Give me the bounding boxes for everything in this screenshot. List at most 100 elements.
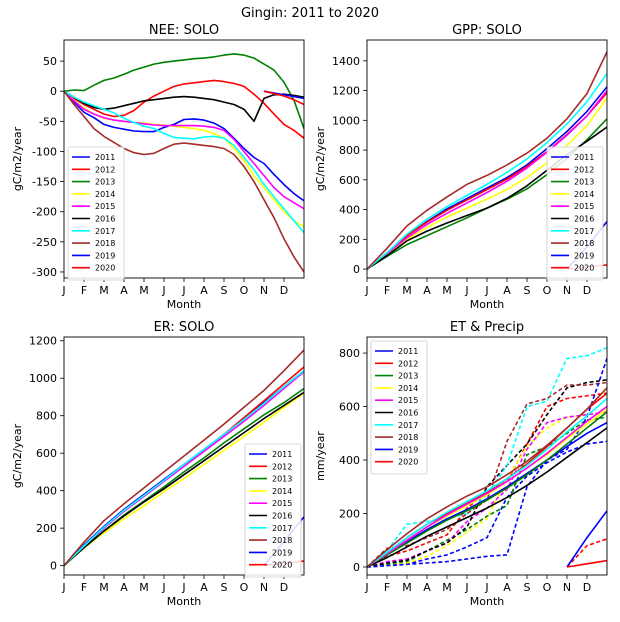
x-axis-label: Month <box>167 298 202 311</box>
y-tick-label: 400 <box>339 204 360 217</box>
legend-label-2016: 2016 <box>272 512 292 521</box>
y-tick-label: 200 <box>339 507 360 520</box>
legend-label-2016: 2016 <box>574 215 594 224</box>
chart-title: GPP: SOLO <box>452 23 522 38</box>
precip-line-2020 <box>566 538 607 568</box>
x-tick-label: M <box>442 581 452 594</box>
y-tick-label: 200 <box>339 233 360 246</box>
y-tick-label: 0 <box>50 560 57 573</box>
legend-label-2012: 2012 <box>574 165 594 174</box>
legend-label-2018: 2018 <box>398 433 418 442</box>
x-axis-label: Month <box>167 595 202 608</box>
legend-label-2013: 2013 <box>574 178 594 187</box>
y-tick-label: -250 <box>32 236 57 249</box>
x-tick-label: M <box>402 284 412 297</box>
legend-label-2012: 2012 <box>95 165 115 174</box>
legend-label-2012: 2012 <box>398 359 418 368</box>
plot-lines <box>367 346 607 568</box>
y-tick-label: 1000 <box>332 114 360 127</box>
x-tick-label: N <box>260 581 268 594</box>
legend-label-2014: 2014 <box>574 190 594 199</box>
x-tick-label: O <box>240 581 249 594</box>
series-line-2013 <box>367 411 607 568</box>
legend-label-2018: 2018 <box>574 239 594 248</box>
x-tick-label: F <box>384 284 390 297</box>
legend-label-2014: 2014 <box>398 384 418 393</box>
x-tick-label: A <box>200 581 208 594</box>
legend-label-2014: 2014 <box>95 190 115 199</box>
series-line-2017 <box>367 73 607 270</box>
legend: 2011 2012 2013 2014 2015 2016 2017 2018 2019 2020 <box>67 146 125 281</box>
legend-label-2013: 2013 <box>272 475 292 484</box>
series-line-2017 <box>367 397 607 568</box>
legend-label-2013: 2013 <box>95 178 115 187</box>
x-tick-label: A <box>423 581 431 594</box>
legend-label-2015: 2015 <box>95 202 115 211</box>
y-tick-label: -300 <box>32 266 57 279</box>
figure-title: Gingin: 2011 to 2020 <box>240 6 380 21</box>
x-tick-label: O <box>543 581 552 594</box>
precip-line-2019 <box>367 358 607 568</box>
legend-label-2018: 2018 <box>95 239 115 248</box>
y-tick-label: -100 <box>32 145 57 158</box>
chart-title: ET & Precip <box>450 320 524 335</box>
precip-line-2016 <box>367 379 607 568</box>
legend-box <box>67 146 125 281</box>
chart-title: ER: SOLO <box>154 320 215 335</box>
legend-label-2016: 2016 <box>398 409 418 418</box>
y-tick-label: -200 <box>32 206 57 219</box>
legend-label-2011: 2011 <box>95 153 115 162</box>
x-tick-label: A <box>503 284 511 297</box>
x-tick-label: M <box>99 284 109 297</box>
x-tick-label: J <box>161 581 165 594</box>
series-line-2017 <box>64 90 304 234</box>
series-line-2016 <box>64 391 304 567</box>
y-tick-label: 1200 <box>332 85 360 98</box>
legend-box <box>370 340 428 475</box>
x-tick-label: J <box>161 284 165 297</box>
x-tick-label: J <box>364 284 368 297</box>
series-line-2014 <box>64 392 304 567</box>
legend: 2011 2012 2013 2014 2015 2016 2017 2018 2019 2020 <box>370 340 428 475</box>
legend-label-2011: 2011 <box>398 347 418 356</box>
series-line-2015 <box>64 90 304 210</box>
legend-label-2017: 2017 <box>272 524 292 533</box>
x-tick-label: M <box>99 581 109 594</box>
legend-label-2014: 2014 <box>272 487 292 496</box>
y-tick-label: 800 <box>36 410 57 423</box>
legend-label-2011: 2011 <box>272 450 292 459</box>
y-axis-label: mm/year <box>314 431 327 481</box>
x-tick-label: J <box>181 581 185 594</box>
legend-box <box>546 146 604 281</box>
legend-label-2020: 2020 <box>95 264 115 273</box>
legend-label-2020: 2020 <box>574 264 594 273</box>
precip-line-2017 <box>367 346 607 568</box>
x-tick-label: O <box>543 284 552 297</box>
x-tick-label: J <box>61 581 65 594</box>
x-tick-label: A <box>120 284 128 297</box>
y-tick-label: 800 <box>339 144 360 157</box>
x-tick-label: M <box>402 581 412 594</box>
plot-lines <box>64 349 304 567</box>
legend-label-2020: 2020 <box>272 561 292 570</box>
legend: 2011 2012 2013 2014 2015 2016 2017 2018 2019 2020 <box>244 443 302 578</box>
x-tick-label: S <box>524 581 531 594</box>
x-tick-label: D <box>280 284 288 297</box>
plot-lines <box>64 53 304 273</box>
series-line-2020 <box>566 559 607 568</box>
x-tick-label: F <box>81 284 87 297</box>
x-tick-label: S <box>221 284 228 297</box>
x-tick-label: A <box>503 581 511 594</box>
y-axis-label: gC/m2/year <box>314 126 327 191</box>
x-tick-label: J <box>181 284 185 297</box>
y-tick-label: -50 <box>39 115 57 128</box>
x-tick-label: J <box>61 284 65 297</box>
y-tick-label: 50 <box>43 55 57 68</box>
x-tick-label: O <box>240 284 249 297</box>
series-line-2018 <box>64 349 304 567</box>
x-tick-label: M <box>139 581 149 594</box>
